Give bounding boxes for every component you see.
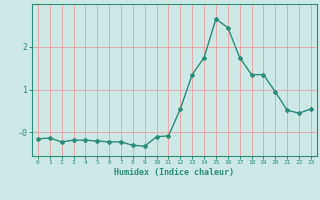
X-axis label: Humidex (Indice chaleur): Humidex (Indice chaleur) [115, 168, 234, 177]
